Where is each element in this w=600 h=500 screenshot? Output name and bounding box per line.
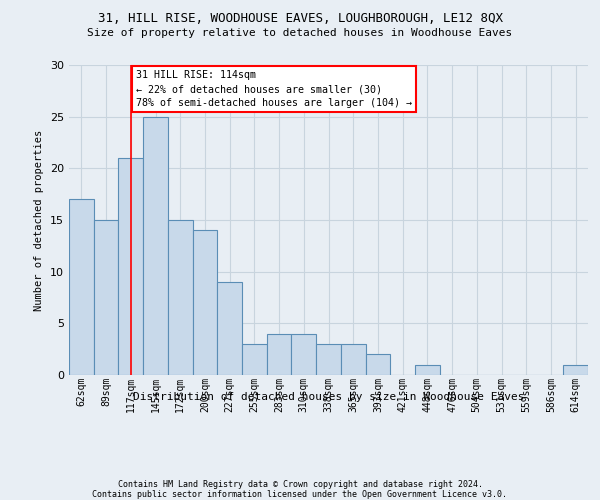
Bar (365, 354, 390, 375)
Text: Contains public sector information licensed under the Open Government Licence v3: Contains public sector information licen… (92, 490, 508, 499)
Y-axis label: Number of detached properties: Number of detached properties (34, 130, 44, 310)
Bar (316, 344, 341, 375)
Text: Distribution of detached houses by size in Woodhouse Eaves: Distribution of detached houses by size … (133, 392, 524, 402)
Text: 31 HILL RISE: 114sqm
← 22% of detached houses are smaller (30)
78% of semi-detac: 31 HILL RISE: 114sqm ← 22% of detached h… (136, 70, 412, 108)
Text: Contains HM Land Registry data © Crown copyright and database right 2024.: Contains HM Land Registry data © Crown c… (118, 480, 482, 489)
Bar (341, 344, 365, 375)
Bar (563, 364, 588, 375)
Bar (168, 220, 193, 375)
Text: 31, HILL RISE, WOODHOUSE EAVES, LOUGHBOROUGH, LE12 8QX: 31, HILL RISE, WOODHOUSE EAVES, LOUGHBOR… (97, 12, 503, 26)
Bar (94, 220, 118, 375)
Bar (267, 334, 292, 375)
Bar (242, 344, 267, 375)
Bar (143, 116, 168, 375)
Bar (217, 282, 242, 375)
Bar (118, 158, 143, 375)
Bar (193, 230, 217, 375)
Bar (415, 364, 440, 375)
Bar (69, 200, 94, 375)
Text: Size of property relative to detached houses in Woodhouse Eaves: Size of property relative to detached ho… (88, 28, 512, 38)
Bar (292, 334, 316, 375)
